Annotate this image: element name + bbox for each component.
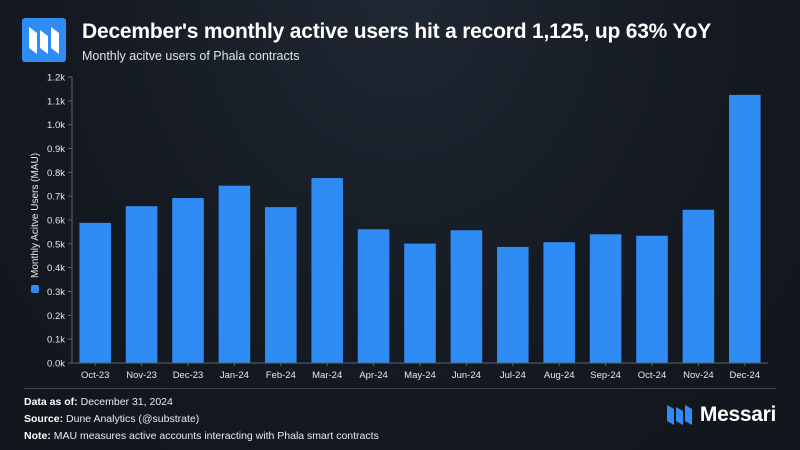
y-tick-label: 0.0k — [47, 359, 65, 370]
bar — [357, 229, 390, 363]
bar — [682, 209, 715, 363]
bar — [543, 242, 575, 363]
bar — [218, 185, 251, 363]
bar — [404, 243, 436, 363]
x-tick-label: Aug-24 — [544, 370, 575, 381]
legend-swatch — [31, 285, 39, 293]
bar — [589, 234, 622, 363]
bar — [450, 230, 483, 363]
footer-source-label: Source: — [24, 413, 64, 425]
x-tick-label: Oct-24 — [638, 370, 667, 381]
bar — [265, 207, 297, 363]
footer-date-label: Data as of: — [24, 396, 78, 408]
footer-date-row: Data as of: December 31, 2024 — [24, 394, 379, 411]
y-tick-label: 0.9k — [47, 144, 65, 155]
y-tick-label: 1.1k — [47, 96, 65, 107]
messari-logo-icon — [666, 405, 692, 425]
chart-subtitle: Monthly acitve users of Phala contracts — [82, 49, 300, 63]
bar — [636, 235, 668, 363]
x-tick-label: Mar-24 — [312, 370, 342, 381]
y-tick-label: 1.0k — [47, 120, 65, 131]
bar — [79, 222, 111, 363]
x-axis: Oct-23 Nov-23 Dec-23 Jan-24 Feb-24 Mar-24 Apr-… — [72, 362, 768, 381]
y-tick-label: 0.4k — [47, 263, 65, 274]
bar — [729, 94, 761, 364]
y-tick-label: 0.1k — [47, 335, 65, 346]
messari-logo-icon — [22, 18, 66, 62]
x-tick-label: May-24 — [404, 370, 436, 381]
x-tick-label: Feb-24 — [266, 370, 296, 381]
footer-source-value: Dune Analytics (@substrate) — [66, 413, 200, 425]
bar — [311, 178, 343, 363]
brand-name: Messari — [699, 403, 776, 426]
footer-note-label: Note: — [24, 430, 51, 442]
x-tick-label: Nov-24 — [683, 370, 714, 381]
x-tick-label: Jun-24 — [452, 370, 481, 381]
y-tick-label: 0.8k — [47, 168, 65, 179]
y-tick-label: 0.6k — [47, 216, 65, 227]
x-tick-label: Jul-24 — [500, 370, 526, 381]
x-tick-label: Dec-23 — [173, 370, 204, 381]
x-tick-label: Sep-24 — [590, 370, 621, 381]
footer-source-row: Source: Dune Analytics (@substrate) — [24, 411, 379, 428]
footer-date-value: December 31, 2024 — [80, 396, 173, 408]
x-tick-label: Jan-24 — [220, 370, 249, 381]
y-tick-label: 1.2k — [47, 73, 65, 84]
footer-note-row: Note: MAU measures active accounts inter… — [24, 428, 379, 445]
brand: Messari — [666, 403, 776, 427]
bar-chart: 0.0k 0.1k 0.2k 0.3k 0.4k 0.5k 0.6k 0.7k 0.8k 0.9k… — [30, 73, 768, 381]
legend: Monthly Acitve Users (MAU) — [30, 153, 41, 293]
footer-divider — [24, 388, 776, 389]
y-axis: 0.0k 0.1k 0.2k 0.3k 0.4k 0.5k 0.6k 0.7k 0.8k 0.9k… — [47, 73, 73, 370]
bars-group — [79, 94, 761, 364]
y-tick-label: 0.2k — [47, 311, 65, 322]
page-title: December's monthly active users hit a re… — [82, 20, 712, 43]
footer-notes: Data as of: December 31, 2024 Source: Du… — [24, 394, 379, 445]
y-tick-label: 0.7k — [47, 192, 65, 203]
bar — [125, 206, 158, 363]
bar — [497, 246, 529, 363]
x-tick-label: Oct-23 — [81, 370, 110, 381]
x-tick-label: Dec-24 — [729, 370, 760, 381]
x-tick-label: Nov-23 — [126, 370, 157, 381]
legend-label: Monthly Acitve Users (MAU) — [30, 153, 41, 278]
footer-note-value: MAU measures active accounts interacting… — [53, 430, 379, 442]
y-tick-label: 0.3k — [47, 287, 65, 298]
y-tick-label: 0.5k — [47, 239, 65, 250]
bar — [172, 198, 204, 363]
x-tick-label: Apr-24 — [359, 370, 388, 381]
